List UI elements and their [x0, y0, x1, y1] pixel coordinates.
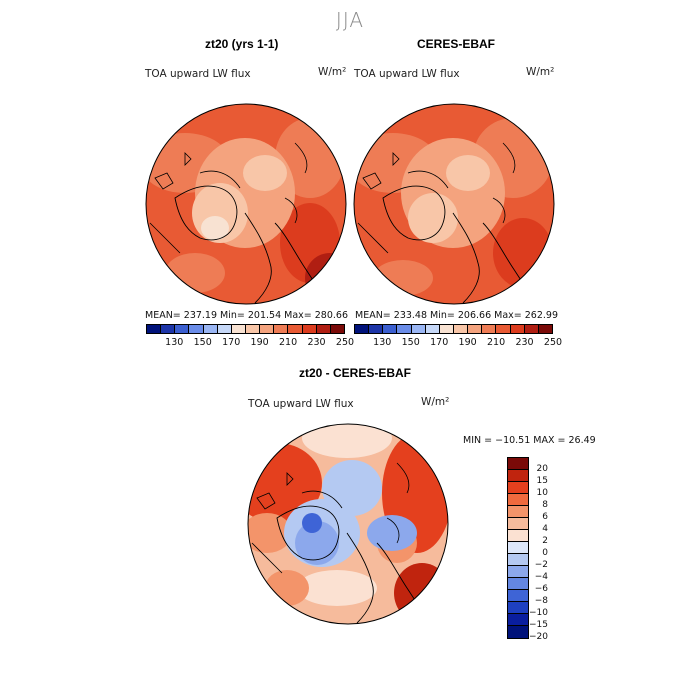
colorbar-swatch	[510, 325, 525, 333]
colorbar-tick: −15	[529, 620, 548, 630]
panel-3-colorbar	[507, 457, 529, 639]
colorbar-tick: 210	[487, 337, 506, 348]
season-title: JJA	[335, 8, 365, 32]
colorbar-tick: −8	[534, 596, 548, 606]
colorbar-tick: 190	[458, 337, 477, 348]
colorbar-swatch	[330, 325, 344, 333]
panel-3-map	[247, 423, 449, 625]
colorbar-tick: 15	[536, 476, 548, 486]
colorbar-swatch	[508, 458, 528, 470]
colorbar-swatch	[508, 506, 528, 518]
colorbar-swatch	[508, 554, 528, 566]
colorbar-swatch	[189, 325, 204, 333]
colorbar-swatch	[508, 602, 528, 614]
colorbar-swatch	[231, 325, 246, 333]
colorbar-swatch	[508, 470, 528, 482]
colorbar-swatch	[217, 325, 232, 333]
colorbar-swatch	[161, 325, 176, 333]
colorbar-swatch	[508, 578, 528, 590]
colorbar-swatch	[274, 325, 289, 333]
colorbar-swatch	[508, 518, 528, 530]
panel-3-stats: MIN = −10.51 MAX = 26.49	[463, 435, 596, 446]
colorbar-swatch	[383, 325, 398, 333]
panel-2-stats: MEAN= 233.48 Min= 206.66 Max= 262.99	[355, 310, 559, 321]
colorbar-swatch	[425, 325, 440, 333]
colorbar-tick: 170	[430, 337, 449, 348]
colorbar-swatch	[439, 325, 454, 333]
colorbar-tick: −2	[534, 560, 548, 570]
colorbar-tick: 250	[335, 337, 355, 348]
colorbar-swatch	[288, 325, 303, 333]
panel-1-colorbar-ticks: 130 150 170 190 210 230 250 270	[146, 337, 354, 349]
colorbar-swatch	[508, 626, 528, 638]
colorbar-swatch	[147, 325, 162, 333]
colorbar-swatch	[482, 325, 497, 333]
colorbar-tick: 230	[307, 337, 326, 348]
colorbar-swatch	[468, 325, 483, 333]
colorbar-tick: 8	[542, 500, 548, 510]
panel-2-title: CERES-EBAF	[417, 37, 496, 51]
colorbar-tick: 230	[515, 337, 534, 348]
colorbar-swatch	[175, 325, 190, 333]
colorbar-tick: 190	[250, 337, 269, 348]
colorbar-tick: 150	[401, 337, 420, 348]
colorbar-swatch	[496, 325, 511, 333]
colorbar-swatch	[508, 590, 528, 602]
panel-2-map	[353, 103, 555, 305]
colorbar-swatch	[508, 566, 528, 578]
colorbar-swatch	[508, 494, 528, 506]
panel-2-colorbar	[354, 324, 553, 334]
panel-2-units: W/m²	[526, 66, 555, 78]
colorbar-swatch	[397, 325, 412, 333]
colorbar-tick: −4	[534, 572, 548, 582]
colorbar-tick: 170	[222, 337, 241, 348]
panel-2-variable: TOA upward LW flux	[354, 68, 460, 80]
colorbar-swatch	[508, 482, 528, 494]
colorbar-swatch	[453, 325, 469, 333]
colorbar-tick: −10	[529, 608, 548, 618]
colorbar-tick: 0	[542, 548, 548, 558]
colorbar-tick: 250	[543, 337, 563, 348]
colorbar-tick: 210	[279, 337, 298, 348]
panel-1-units: W/m²	[318, 66, 347, 78]
panel-3-title: zt20 - CERES-EBAF	[299, 366, 412, 380]
colorbar-tick: 130	[165, 337, 184, 348]
colorbar-tick: −6	[534, 584, 548, 594]
colorbar-swatch	[411, 325, 426, 333]
panel-1-map	[145, 103, 347, 305]
colorbar-swatch	[355, 325, 370, 333]
colorbar-swatch	[524, 325, 539, 333]
colorbar-swatch	[302, 325, 317, 333]
colorbar-swatch	[369, 325, 384, 333]
panel-2-colorbar-ticks: 130 150 170 190 210 230 250 270	[354, 337, 562, 349]
panel-3-units: W/m²	[421, 396, 450, 408]
panel-1-title: zt20 (yrs 1-1)	[205, 37, 279, 51]
colorbar-tick: 10	[536, 488, 548, 498]
colorbar-swatch	[245, 325, 261, 333]
colorbar-swatch	[316, 325, 331, 333]
colorbar-swatch	[508, 542, 528, 554]
colorbar-swatch	[260, 325, 275, 333]
colorbar-tick: 130	[373, 337, 392, 348]
panel-1-colorbar	[146, 324, 345, 334]
colorbar-swatch	[508, 530, 528, 542]
panel-1-variable: TOA upward LW flux	[145, 68, 251, 80]
panel-1-stats: MEAN= 237.19 Min= 201.54 Max= 280.66	[145, 310, 349, 321]
colorbar-tick: 4	[542, 524, 548, 534]
panel-3-colorbar-ticks: 20 15 10 8 6 4 2 0 −2 −4 −6 −8 −10 −15 −…	[529, 457, 548, 642]
colorbar-tick: 6	[542, 512, 548, 522]
colorbar-swatch	[203, 325, 218, 333]
colorbar-swatch	[508, 614, 528, 626]
colorbar-tick: 150	[193, 337, 212, 348]
colorbar-tick: −20	[529, 632, 548, 642]
colorbar-tick: 20	[536, 464, 548, 474]
colorbar-swatch	[538, 325, 552, 333]
panel-3-variable: TOA upward LW flux	[248, 398, 354, 410]
colorbar-tick: 2	[542, 536, 548, 546]
